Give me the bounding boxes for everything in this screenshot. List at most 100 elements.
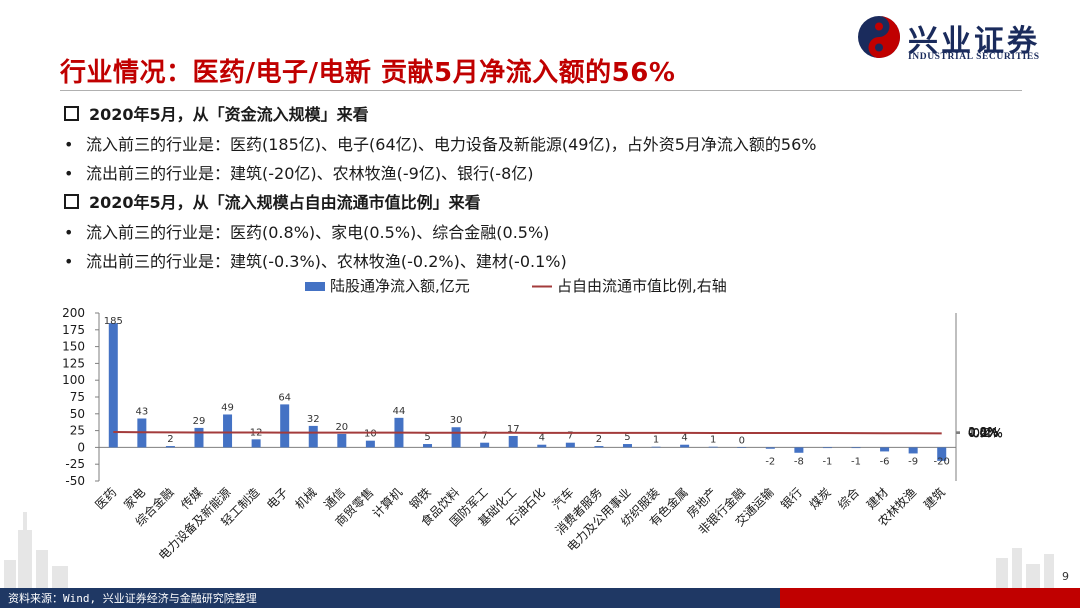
dot-bullet-icon: • bbox=[64, 223, 74, 242]
bar-value-label: -1 bbox=[822, 456, 832, 467]
left-tick-label: 0 bbox=[77, 440, 85, 454]
bar bbox=[765, 447, 775, 449]
bar bbox=[622, 444, 632, 448]
bar-value-label: -2 bbox=[765, 456, 775, 467]
bar bbox=[223, 414, 233, 448]
bullet-text: 2020年5月，从「流入规模占自由流通市值比例」来看 bbox=[89, 193, 481, 212]
category-label: 电子 bbox=[264, 485, 291, 512]
bar-value-label: 2 bbox=[167, 434, 173, 445]
legend-line-label: 占自由流通市值比例,右轴 bbox=[557, 277, 727, 295]
bullet-top-outflow: • 流出前三的行业是：建筑(-20亿)、农林牧渔(-9亿)、银行(-8亿) bbox=[64, 160, 534, 184]
bar bbox=[480, 442, 490, 448]
left-tick-label: -25 bbox=[65, 457, 85, 471]
left-tick-label: 25 bbox=[70, 424, 85, 438]
slide-title: 行业情况：医药/电子/电新 贡献5月净流入额的56% bbox=[60, 58, 676, 88]
chart-legend: 陆股通净流入额,亿元 占自由流通市值比例,右轴 bbox=[305, 277, 727, 295]
bullet-top-outflow-ratio: • 流出前三的行业是：建筑(-0.3%)、农林牧渔(-0.2%)、建材(-0.1%… bbox=[64, 248, 567, 272]
bar bbox=[822, 447, 832, 449]
bar-value-label: 5 bbox=[424, 432, 430, 443]
right-tick-label: -0.4% bbox=[968, 426, 1003, 440]
bar bbox=[708, 446, 718, 448]
bar-value-label: 7 bbox=[567, 431, 573, 442]
bar bbox=[537, 444, 547, 448]
category-label: 煤炭 bbox=[807, 485, 834, 512]
category-label: 综合 bbox=[835, 485, 863, 513]
bar-value-label: -8 bbox=[794, 456, 804, 467]
bullet-text: 流入前三的行业是：医药(0.8%)、家电(0.5%)、综合金融(0.5%) bbox=[86, 223, 550, 242]
ratio-line bbox=[113, 431, 942, 435]
right-tick-label: -0.2% bbox=[968, 426, 1003, 440]
bar bbox=[680, 444, 690, 448]
company-logo: 兴业证券 INDUSTRIAL SECURITIES bbox=[856, 12, 1066, 72]
bar-value-label: 1 bbox=[710, 435, 716, 446]
bullet-text: 流入前三的行业是：医药(185亿)、电子(64亿)、电力设备及新能源(49亿)，… bbox=[86, 135, 817, 154]
left-tick-label: -50 bbox=[65, 474, 85, 488]
left-tick-label: 75 bbox=[70, 390, 85, 404]
bar bbox=[565, 442, 575, 448]
bar-value-label: 32 bbox=[307, 414, 320, 425]
bar bbox=[251, 439, 261, 448]
bar-value-label: 20 bbox=[335, 422, 348, 433]
bar bbox=[451, 427, 461, 448]
square-bullet-icon bbox=[64, 194, 79, 209]
bullet-text: 2020年5月，从「资金流入规模」来看 bbox=[89, 105, 369, 124]
bar-value-label: 1 bbox=[653, 435, 659, 446]
bullet-text: 流出前三的行业是：建筑(-0.3%)、农林牧渔(-0.2%)、建材(-0.1%) bbox=[86, 252, 567, 271]
bar-value-label: 0 bbox=[739, 435, 745, 446]
section-heading-ratio: 2020年5月，从「流入规模占自由流通市值比例」来看 bbox=[64, 189, 481, 213]
bar bbox=[937, 447, 947, 461]
left-tick-label: 125 bbox=[62, 356, 85, 370]
bar bbox=[880, 447, 890, 452]
bar bbox=[165, 446, 175, 448]
left-tick-label: 175 bbox=[62, 323, 85, 337]
logo-mark-icon bbox=[858, 16, 900, 58]
bar bbox=[651, 446, 661, 448]
bullet-text: 流出前三的行业是：建筑(-20亿)、农林牧渔(-9亿)、银行(-8亿) bbox=[86, 164, 534, 183]
title-divider bbox=[60, 90, 1022, 91]
bar-value-label: 30 bbox=[450, 415, 463, 426]
category-label: 医药 bbox=[93, 485, 120, 512]
bar bbox=[280, 404, 290, 448]
logo-name-cn: 兴业证券 bbox=[908, 24, 1040, 59]
bar-value-label: 44 bbox=[393, 406, 406, 417]
bar-value-label: 49 bbox=[221, 402, 234, 413]
legend-bar-label: 陆股通净流入额,亿元 bbox=[330, 277, 470, 295]
skyline-decoration bbox=[4, 512, 68, 588]
page-number: 9 bbox=[1062, 570, 1069, 583]
right-tick-label: 0.8% bbox=[968, 425, 999, 439]
bar bbox=[194, 427, 204, 448]
bar-value-label: 10 bbox=[364, 429, 377, 440]
dot-bullet-icon: • bbox=[64, 164, 74, 183]
bar-value-label: 4 bbox=[539, 433, 545, 444]
right-tick-label: 1.0% bbox=[968, 425, 999, 439]
bar-value-label: 4 bbox=[681, 433, 687, 444]
bar bbox=[365, 440, 375, 448]
right-tick-label: 0.0% bbox=[968, 426, 999, 440]
bar bbox=[423, 444, 433, 448]
bar-value-label: 2 bbox=[596, 434, 602, 445]
bar bbox=[908, 447, 918, 454]
skyline-decoration bbox=[996, 548, 1054, 588]
source-note: 资料来源：Wind, 兴业证券经济与金融研究院整理 bbox=[8, 592, 257, 605]
bar-value-label: -9 bbox=[908, 456, 918, 467]
bar bbox=[594, 446, 604, 448]
right-tick-label: 0.2% bbox=[968, 426, 999, 440]
left-tick-label: 50 bbox=[70, 407, 85, 421]
inflow-chart: 陆股通净流入额,亿元 占自由流通市值比例,右轴 -50-250255075100… bbox=[62, 277, 1003, 563]
category-label: 机械 bbox=[292, 485, 320, 513]
category-label: 银行 bbox=[778, 485, 805, 512]
left-tick-label: 100 bbox=[62, 373, 85, 387]
bar-value-label: 64 bbox=[278, 392, 291, 403]
legend-bar-swatch bbox=[305, 282, 325, 291]
bar-value-label: -20 bbox=[934, 456, 950, 467]
logo-name-en: INDUSTRIAL SECURITIES bbox=[908, 52, 1040, 62]
left-tick-label: 200 bbox=[62, 306, 85, 320]
bar-value-label: 7 bbox=[481, 431, 487, 442]
bar bbox=[737, 447, 747, 448]
footer-accent bbox=[780, 588, 1080, 608]
bar bbox=[508, 435, 518, 448]
section-heading-inflow-scale: 2020年5月，从「资金流入规模」来看 bbox=[64, 101, 369, 125]
bar-value-label: 43 bbox=[135, 407, 148, 418]
bar-value-label: -6 bbox=[880, 456, 890, 467]
bar bbox=[794, 447, 804, 453]
